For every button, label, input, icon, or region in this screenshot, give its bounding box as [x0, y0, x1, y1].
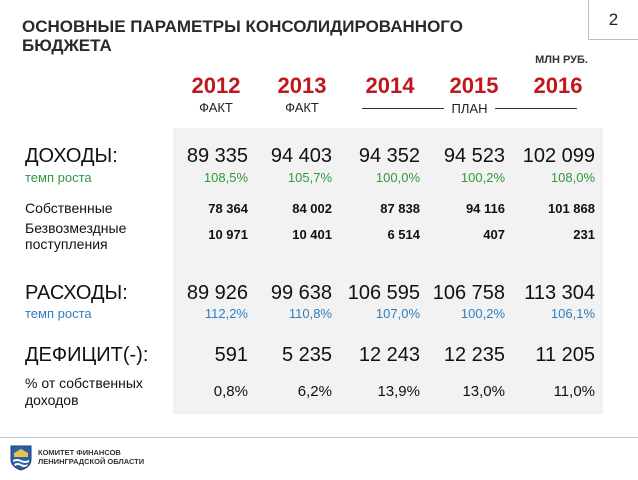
- year-2012: 2012: [191, 73, 241, 98]
- expenses-growth-2014: 107,0%: [375, 306, 420, 321]
- income-growth-label: темп роста: [25, 170, 92, 185]
- page-title: ОСНОВНЫЕ ПАРАМЕТРЫ КОНСОЛИДИРОВАННОГО БЮ…: [22, 17, 463, 55]
- income-2015: 94 523: [443, 145, 505, 167]
- year-2016: 2016: [533, 73, 583, 98]
- year-2015: 2015: [449, 73, 499, 98]
- grants-2015: 407: [483, 227, 505, 242]
- deficit-pct-2016: 11,0%: [553, 383, 595, 400]
- deficit-pct-2012: 0,8%: [213, 383, 248, 400]
- own-2015: 94 116: [465, 201, 505, 216]
- coat-of-arms-icon: [10, 445, 32, 476]
- footer: [0, 437, 638, 480]
- income-growth-2012: 108,5%: [203, 170, 248, 185]
- own-2012: 78 364: [208, 201, 248, 216]
- expenses-growth-2013: 110,8%: [288, 306, 332, 321]
- income-2014: 94 352: [358, 145, 420, 167]
- deficit-2012: 591: [214, 344, 248, 366]
- income-growth-2015: 100,2%: [460, 170, 505, 185]
- units-label: МЛН РУБ.: [535, 54, 588, 66]
- deficit-pct-2015: 13,0%: [462, 383, 505, 400]
- expenses-label: РАСХОДЫ:: [25, 282, 128, 304]
- grants-2012: 10 971: [208, 227, 248, 242]
- plan-label: ПЛАН: [362, 100, 577, 116]
- own-2014: 87 838: [380, 201, 420, 216]
- income-growth-2014: 100,0%: [375, 170, 420, 185]
- deficit-2016: 11 205: [535, 344, 595, 366]
- income-growth-2016: 108,0%: [550, 170, 595, 185]
- expenses-growth-2012: 112,2%: [204, 306, 248, 321]
- deficit-pct-2013: 6,2%: [297, 383, 332, 400]
- deficit-2014: 12 243: [358, 344, 420, 366]
- income-growth-2013: 105,7%: [287, 170, 332, 185]
- page-number: 2: [588, 0, 638, 40]
- deficit-2015: 12 235: [443, 344, 505, 366]
- deficit-2013: 5 235: [281, 344, 332, 366]
- expenses-2012: 89 926: [186, 282, 248, 304]
- expenses-2013: 99 638: [270, 282, 332, 304]
- own-2013: 84 002: [292, 201, 332, 216]
- income-2016: 102 099: [522, 145, 595, 167]
- deficit-label: ДЕФИЦИТ(-):: [25, 344, 149, 366]
- expenses-growth-2016: 106,1%: [550, 306, 595, 321]
- expenses-2014: 106 595: [347, 282, 420, 304]
- expenses-growth-2015: 100,2%: [460, 306, 505, 321]
- fact-label-2012: ФАКТ: [199, 100, 233, 115]
- deficit-pct-label: % от собственных доходов: [25, 375, 143, 408]
- year-2014: 2014: [365, 73, 415, 98]
- year-2013: 2013: [277, 73, 327, 98]
- income-label: ДОХОДЫ:: [25, 145, 118, 167]
- own-income-label: Собственные: [25, 200, 113, 216]
- expenses-2015: 106 758: [432, 282, 505, 304]
- expenses-2016: 113 304: [524, 282, 595, 304]
- grants-label: Безвозмездные поступления: [25, 220, 127, 252]
- values-panel: [173, 128, 603, 414]
- grants-2013: 10 401: [292, 227, 332, 242]
- organization-name: КОМИТЕТ ФИНАНСОВ ЛЕНИНГРАДСКОЙ ОБЛАСТИ: [38, 448, 145, 466]
- grants-2016: 231: [573, 227, 595, 242]
- own-2016: 101 868: [548, 201, 595, 216]
- expenses-growth-label: темп роста: [25, 306, 92, 321]
- income-2012: 89 335: [186, 145, 248, 167]
- deficit-pct-2014: 13,9%: [377, 383, 420, 400]
- grants-2014: 6 514: [387, 227, 420, 242]
- fact-label-2013: ФАКТ: [285, 100, 319, 115]
- income-2013: 94 403: [270, 145, 332, 167]
